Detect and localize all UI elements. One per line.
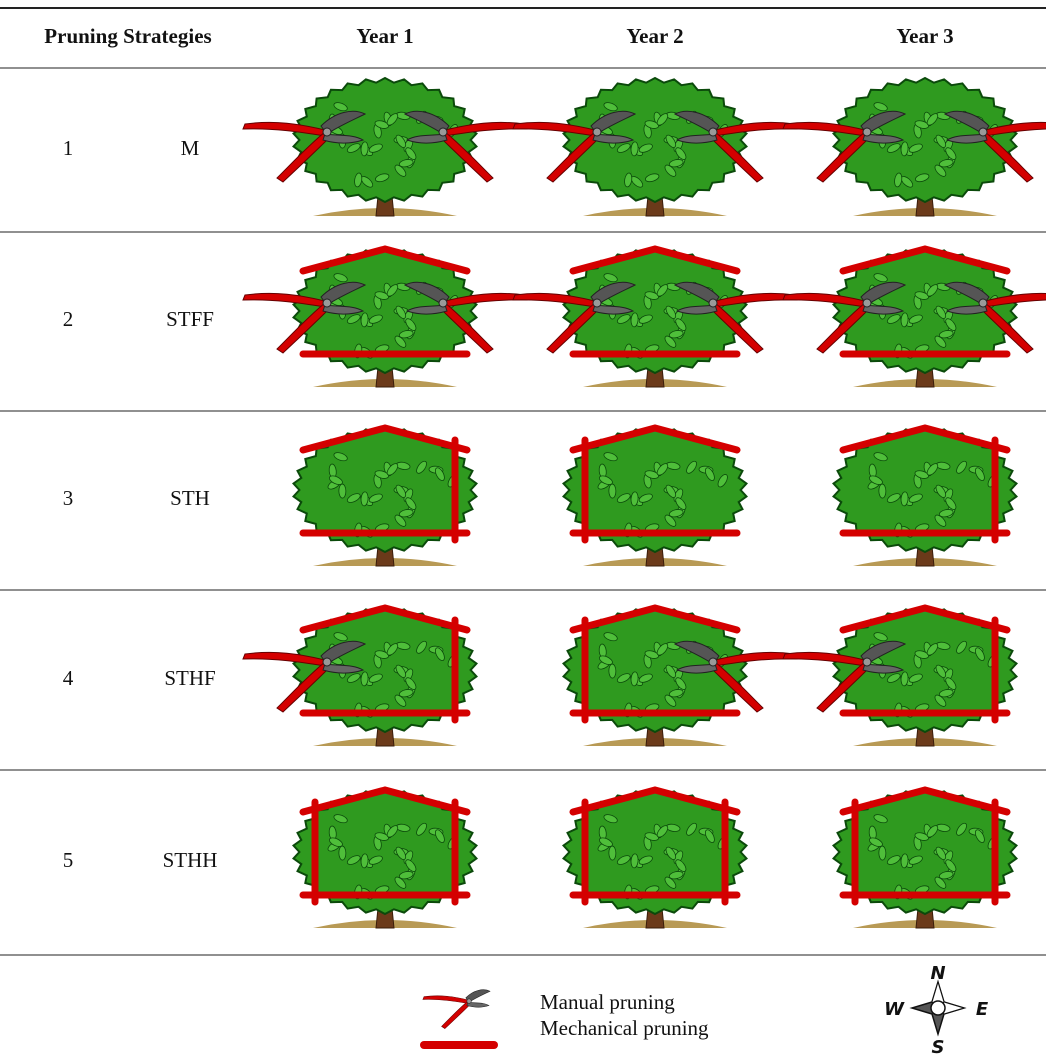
shears-pivot — [709, 299, 717, 307]
figure: Pruning Strategies Year 1 Year 2 Year 3 … — [0, 0, 1046, 1054]
row-number: 4 — [63, 666, 74, 690]
strategy-name: STHF — [164, 666, 215, 690]
compass-letter: E — [976, 999, 989, 1020]
shears-pivot — [709, 658, 717, 666]
strategy-name: STHH — [163, 848, 218, 872]
shears-handle — [442, 1001, 471, 1029]
shears-pivot — [979, 128, 987, 136]
shears-pivot — [863, 299, 871, 307]
header-cell: Year 2 — [626, 24, 683, 48]
tree-illustration — [564, 608, 798, 746]
shears-pivot — [323, 299, 331, 307]
leaf — [339, 484, 346, 498]
tree-illustration — [243, 249, 527, 387]
tree-illustration — [513, 78, 797, 216]
leaf — [339, 846, 346, 860]
row-number: 3 — [63, 486, 74, 510]
leaf — [609, 846, 616, 860]
leaf — [609, 484, 616, 498]
shears-pivot — [323, 128, 331, 136]
shears-handle — [423, 996, 468, 1003]
strategy-name: STFF — [166, 307, 214, 331]
compass-letter: S — [932, 1037, 945, 1054]
tree-illustration — [783, 78, 1046, 216]
row-number: 2 — [63, 307, 74, 331]
tree-illustration — [243, 608, 477, 746]
shears-pivot — [593, 299, 601, 307]
tree-illustration — [564, 428, 747, 566]
shears-pivot — [863, 128, 871, 136]
shears-icon — [423, 990, 490, 1029]
tree-illustration — [783, 608, 1017, 746]
shears-pivot — [979, 299, 987, 307]
shears-pivot — [467, 999, 471, 1003]
tree-illustration — [513, 249, 797, 387]
leaf — [879, 484, 886, 498]
shears-pivot — [709, 128, 717, 136]
tree-illustration — [564, 790, 747, 928]
shears-pivot — [439, 128, 447, 136]
strategy-name: STH — [170, 486, 210, 510]
compass-letter: N — [930, 963, 945, 984]
shears-pivot — [323, 658, 331, 666]
leaf — [609, 664, 616, 678]
tree-illustration — [834, 790, 1017, 928]
shears-pivot — [593, 128, 601, 136]
compass-letter: W — [884, 999, 905, 1020]
shears-pivot — [439, 299, 447, 307]
tree-illustration — [243, 78, 527, 216]
tree-illustration — [294, 428, 477, 566]
header-cell: Year 3 — [896, 24, 953, 48]
tree-illustration — [294, 790, 477, 928]
strategy-name: M — [181, 136, 200, 160]
row-number: 1 — [63, 136, 74, 160]
header-cell: Pruning Strategies — [44, 24, 211, 48]
legend-label: Mechanical pruning — [540, 1016, 709, 1040]
compass: N W E S — [884, 963, 989, 1054]
leaf — [879, 846, 886, 860]
shears-pivot — [863, 658, 871, 666]
row-number: 5 — [63, 848, 74, 872]
header-cell: Year 1 — [356, 24, 413, 48]
legend-label: Manual pruning — [540, 990, 675, 1014]
tree-illustration — [834, 428, 1017, 566]
tree-illustration — [783, 249, 1046, 387]
